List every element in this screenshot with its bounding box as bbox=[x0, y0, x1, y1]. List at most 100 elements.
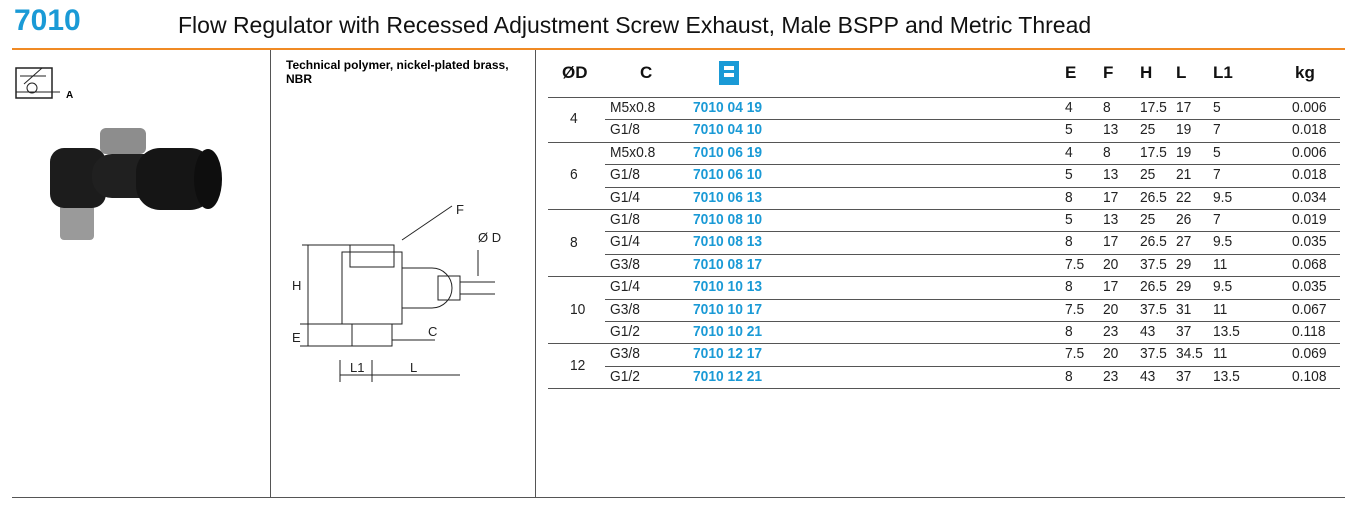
row-rule bbox=[605, 365, 1340, 367]
table-cell: 8 bbox=[1065, 367, 1073, 385]
dim-label: C bbox=[428, 324, 437, 339]
table-cell: 9.5 bbox=[1213, 188, 1233, 206]
table-cell: 7.5 bbox=[1065, 345, 1085, 363]
table-cell: 13 bbox=[1103, 121, 1119, 139]
row-rule bbox=[605, 253, 1340, 255]
article-code: 7010 06 13 bbox=[693, 188, 763, 206]
table-cell: G1/8 bbox=[610, 166, 640, 184]
table-cell: 0.006 bbox=[1292, 143, 1327, 161]
row-rule bbox=[548, 209, 1340, 210]
dim-label: Ø D bbox=[478, 230, 501, 245]
diameter-cell: 10 bbox=[570, 300, 586, 318]
header-rule bbox=[12, 48, 1345, 50]
article-code: 7010 06 10 bbox=[693, 166, 763, 184]
table-cell: 0.067 bbox=[1292, 300, 1327, 318]
table-cell: 8 bbox=[1065, 233, 1073, 251]
table-cell: 5 bbox=[1065, 166, 1073, 184]
table-cell: 11 bbox=[1213, 300, 1228, 318]
table-cell: 0.006 bbox=[1292, 99, 1327, 116]
table-cell: 37.5 bbox=[1140, 345, 1167, 363]
column-header: F bbox=[1103, 63, 1114, 82]
table-cell: 0.108 bbox=[1292, 367, 1327, 385]
table-cell: 0.035 bbox=[1292, 233, 1327, 251]
table-cell: 5 bbox=[1213, 99, 1221, 116]
table-cell: 17 bbox=[1103, 233, 1119, 251]
dim-label: L bbox=[410, 360, 417, 375]
column-header: ØD bbox=[562, 63, 588, 82]
table-cell: 19 bbox=[1176, 121, 1192, 139]
column-header: E bbox=[1065, 63, 1077, 82]
table-cell: 37 bbox=[1176, 367, 1192, 385]
table-cell: G1/4 bbox=[610, 188, 640, 206]
column-rule bbox=[535, 50, 536, 498]
article-code: 7010 08 17 bbox=[693, 255, 763, 273]
table-cell: 19 bbox=[1176, 143, 1192, 161]
table-cell: 29 bbox=[1176, 255, 1192, 273]
dimension-drawing: F Ø D H E C L1 L bbox=[292, 202, 501, 382]
article-code: 7010 06 19 bbox=[693, 143, 763, 161]
table-cell: 5 bbox=[1065, 121, 1073, 139]
column-header: L1 bbox=[1213, 63, 1233, 82]
table-cell: 13.5 bbox=[1213, 367, 1240, 385]
product-title: Flow Regulator with Recessed Adjustment … bbox=[178, 12, 1092, 38]
table-cell: 5 bbox=[1065, 211, 1073, 228]
footer-rule bbox=[12, 497, 1345, 498]
table-cell: 0.019 bbox=[1292, 211, 1327, 228]
table-cell: 0.118 bbox=[1292, 323, 1326, 340]
table-cell: 0.035 bbox=[1292, 278, 1327, 296]
article-code: 7010 04 10 bbox=[693, 121, 763, 139]
table-cell: G1/8 bbox=[610, 211, 640, 228]
table-cell: 20 bbox=[1103, 300, 1119, 318]
table-cell: 20 bbox=[1103, 345, 1119, 363]
diameter-cell: 8 bbox=[570, 233, 578, 251]
table-cell: 23 bbox=[1103, 367, 1119, 385]
table-cell: 4 bbox=[1065, 99, 1073, 116]
table-cell: 0.018 bbox=[1292, 121, 1327, 139]
table-cell: 9.5 bbox=[1213, 233, 1233, 251]
article-code: 7010 10 21 bbox=[693, 323, 763, 340]
table-cell: 26.5 bbox=[1140, 233, 1167, 251]
table-cell: 0.068 bbox=[1292, 255, 1327, 273]
table-cell: G1/2 bbox=[610, 367, 640, 385]
table-cell: 5 bbox=[1213, 143, 1221, 161]
row-rule bbox=[605, 164, 1340, 166]
dim-label: H bbox=[292, 278, 301, 293]
table-cell: 4 bbox=[1065, 143, 1073, 161]
column-rule bbox=[270, 50, 271, 498]
table-cell: 11 bbox=[1213, 345, 1228, 363]
row-rule bbox=[605, 298, 1340, 300]
brand-icon bbox=[719, 61, 739, 85]
table-cell: 8 bbox=[1065, 188, 1073, 206]
table-cell: 25 bbox=[1140, 211, 1156, 228]
row-rule bbox=[605, 321, 1340, 322]
table-cell: M5x0.8 bbox=[610, 143, 656, 161]
table-cell: 7.5 bbox=[1065, 255, 1085, 273]
table-cell: G1/2 bbox=[610, 323, 640, 340]
table-cell: 8 bbox=[1065, 278, 1073, 296]
table-cell: 26.5 bbox=[1140, 188, 1167, 206]
table-cell: 26.5 bbox=[1140, 278, 1167, 296]
table-cell: 0.018 bbox=[1292, 166, 1327, 184]
table-cell: 0.034 bbox=[1292, 188, 1327, 206]
table-cell: 26 bbox=[1176, 211, 1192, 228]
table-cell: 7.5 bbox=[1065, 300, 1085, 318]
article-code: 7010 08 13 bbox=[693, 233, 763, 251]
table-cell: 7 bbox=[1213, 166, 1221, 184]
diameter-cell: 12 bbox=[570, 356, 586, 374]
table-cell: 37.5 bbox=[1140, 300, 1167, 318]
table-cell: 43 bbox=[1140, 323, 1156, 340]
table-cell: 8 bbox=[1103, 99, 1111, 116]
table-cell: 20 bbox=[1103, 255, 1119, 273]
table-cell: 13.5 bbox=[1213, 323, 1240, 340]
table-cell: 17 bbox=[1176, 99, 1192, 116]
table-cell: 11 bbox=[1213, 255, 1228, 273]
table-cell: 17 bbox=[1103, 188, 1119, 206]
row-rule bbox=[605, 186, 1340, 188]
table-cell: 25 bbox=[1140, 166, 1156, 184]
dim-label: F bbox=[456, 202, 464, 217]
row-rule bbox=[605, 231, 1340, 233]
table-cell: 31 bbox=[1176, 300, 1192, 318]
table-cell: G1/4 bbox=[610, 278, 640, 296]
table-cell: 27 bbox=[1176, 233, 1192, 251]
table-cell: G3/8 bbox=[610, 255, 640, 273]
